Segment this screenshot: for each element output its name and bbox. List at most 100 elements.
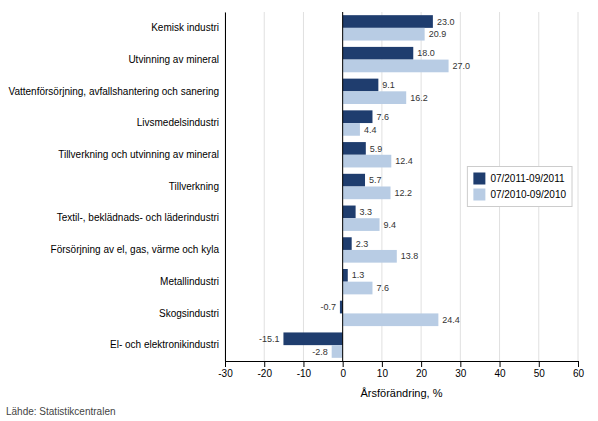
x-tick: 40 (494, 361, 506, 379)
chart-root: -30 -20 -10 0 10 20 30 40 50 60 El- och elektronik… (0, 0, 598, 421)
grid-line (303, 12, 304, 361)
x-tick-mark (460, 361, 461, 367)
data-label: 1.3 (352, 270, 365, 280)
grid-line (225, 12, 226, 361)
bar (343, 110, 373, 123)
y-tick: Tillverkning och utvinning av mineral (58, 149, 219, 160)
x-tick-label: -20 (257, 368, 272, 379)
x-tick: -30 (218, 361, 233, 379)
grid (225, 12, 578, 361)
x-tick: -10 (297, 361, 312, 379)
x-tick: 20 (416, 361, 428, 379)
x-tick-mark (421, 361, 422, 367)
x-axis-title: Årsförändring, % (361, 387, 443, 399)
data-label: 16.2 (410, 93, 428, 103)
data-label: 5.9 (370, 144, 383, 154)
bar (343, 15, 433, 28)
legend-swatch (473, 189, 485, 201)
bar (343, 47, 414, 60)
x-tick-mark (500, 361, 501, 367)
source-note: Lähde: Statistikcentralen (6, 406, 116, 417)
x-tick-label: 10 (377, 368, 389, 379)
y-tick-label: Tillverkning (169, 181, 219, 192)
bar (283, 332, 342, 345)
y-tick: Metallindustri (160, 276, 219, 287)
x-tick: 60 (573, 361, 585, 379)
bar (343, 250, 397, 263)
data-label: -0.7 (320, 302, 336, 312)
data-label: 12.4 (395, 156, 413, 166)
x-tick: 10 (377, 361, 389, 379)
plot: -30 -20 -10 0 10 20 30 40 50 60 El- och elektronik… (9, 12, 585, 379)
data-label: 18.0 (417, 48, 435, 58)
x-tick-mark (578, 361, 579, 367)
bar (343, 206, 356, 219)
series (332, 28, 449, 358)
x-tick-mark (382, 361, 383, 367)
data-label: 13.8 (401, 251, 419, 261)
bar (343, 269, 348, 282)
grid-line (578, 12, 579, 361)
data-label: -15.1 (259, 334, 280, 344)
y-tick: Utvinning av mineral (128, 54, 219, 65)
y-tick-label: Textil-, beklädnads- och läderindustri (57, 212, 219, 223)
data-label: 7.6 (376, 283, 389, 293)
data-label: 3.3 (360, 207, 373, 217)
data-label: 20.9 (429, 29, 447, 39)
y-tick-label: Utvinning av mineral (128, 54, 219, 65)
x-tick-label: -30 (218, 368, 233, 379)
legend-box (467, 167, 572, 207)
x-tick-label: 40 (494, 368, 506, 379)
legend-item: 07/2011-09/2011 (473, 173, 565, 185)
y-tick-label: El- och elektronikindustri (110, 339, 219, 350)
x-axis-line (226, 362, 579, 368)
y-tick: Tillverkning (169, 181, 219, 192)
data-label: 9.1 (382, 80, 395, 90)
data-label: 2.3 (356, 239, 369, 249)
y-tick: El- och elektronikindustri (110, 339, 219, 350)
y-tick-label: Skogsindustri (159, 308, 219, 319)
y-tick-label: Tillverkning och utvinning av mineral (58, 149, 219, 160)
data-label: 23.0 (437, 17, 455, 27)
legend-swatch (473, 173, 485, 185)
x-tick-label: 50 (534, 368, 546, 379)
bar (343, 187, 391, 200)
data-label: 5.7 (369, 175, 382, 185)
bar (343, 174, 365, 187)
y-tick: Försörjning av el, gas, värme och kyla (51, 244, 220, 255)
x-tick-mark (539, 361, 540, 367)
bar (343, 218, 380, 231)
x-tick-label: 60 (573, 368, 585, 379)
x-tick-label: 0 (340, 368, 346, 379)
bar (343, 313, 439, 326)
legend-label: 07/2010-09/2010 (490, 189, 566, 200)
data-label: 27.0 (453, 61, 471, 71)
y-tick: Textil-, beklädnads- och läderindustri (57, 212, 219, 223)
data-label: 9.4 (384, 220, 397, 230)
data-label: 4.4 (364, 125, 377, 135)
bar (343, 91, 407, 104)
bar (343, 282, 373, 295)
bar (332, 345, 343, 358)
y-axis: El- och elektronikindustri Skogsindustri M… (9, 13, 226, 362)
legend: 07/2011-09/2011 07/2010-09/2010 (467, 167, 572, 207)
bar (343, 142, 366, 155)
bar (343, 155, 392, 168)
grid-line (342, 12, 343, 361)
bar (343, 28, 425, 41)
x-tick: -20 (257, 361, 272, 379)
x-tick-mark (303, 361, 304, 367)
bars (283, 15, 448, 358)
x-tick: 0 (340, 361, 346, 379)
y-tick: Kemisk industri (151, 22, 219, 33)
x-tick-mark (225, 361, 226, 367)
data-label: -2.8 (312, 347, 328, 357)
y-tick-label: Metallindustri (160, 276, 219, 287)
x-tick-label: 20 (416, 368, 428, 379)
y-tick: Livsmedelsindustri (137, 117, 219, 128)
y-tick-label: Försörjning av el, gas, värme och kyla (51, 244, 220, 255)
legend-item: 07/2010-09/2010 (473, 189, 566, 201)
data-label: 7.6 (376, 112, 389, 122)
y-tick-label: Kemisk industri (151, 22, 219, 33)
x-tick-label: 30 (455, 368, 467, 379)
